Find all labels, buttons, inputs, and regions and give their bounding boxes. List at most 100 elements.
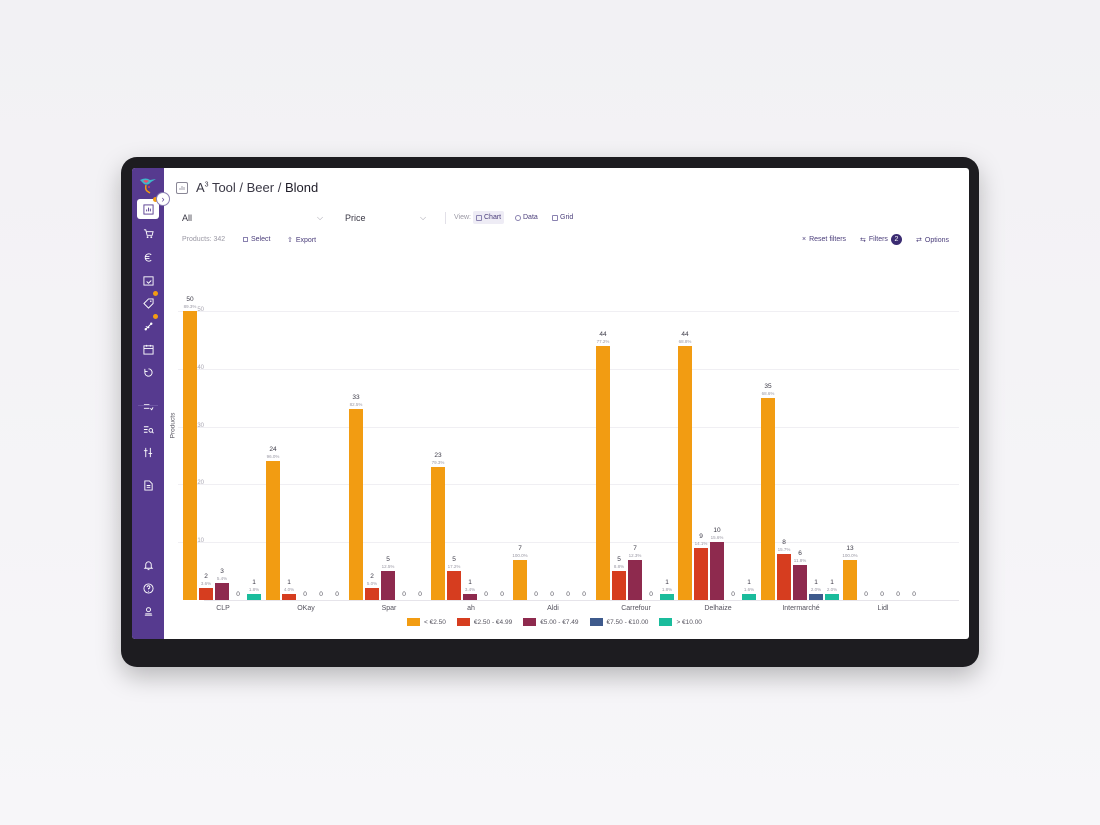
checkbox-icon: [243, 237, 248, 242]
legend-item[interactable]: < €2.50: [407, 618, 446, 626]
bar-percent-label: 15.7%: [777, 546, 791, 552]
sidebar-item-dashboard[interactable]: [137, 197, 159, 219]
bar-value-label: 5: [386, 556, 390, 564]
sidebar-item-tag[interactable]: [137, 291, 159, 313]
bar[interactable]: [381, 571, 395, 600]
legend-item[interactable]: > €10.00: [659, 618, 702, 626]
sidebar-item-network[interactable]: [137, 314, 159, 336]
bar[interactable]: [612, 571, 626, 600]
bar[interactable]: [266, 461, 280, 600]
view-chart-button[interactable]: Chart: [473, 211, 505, 224]
bar-value-label: 7: [518, 544, 522, 552]
sidebar-item-document[interactable]: [137, 475, 159, 495]
bar[interactable]: [596, 345, 610, 600]
legend-item[interactable]: €2.50 - €4.99: [456, 618, 512, 626]
export-button[interactable]: ⇧ Export: [287, 236, 317, 245]
bar[interactable]: [628, 559, 642, 600]
subbar: Products: 342 Select ⇧ Export × Reset filt…: [164, 234, 969, 248]
bar[interactable]: [777, 553, 791, 600]
bar-value-label: 1: [468, 579, 472, 587]
group-by-select[interactable]: Price ⌵: [345, 208, 430, 228]
sidebar-item-calendar[interactable]: [137, 339, 159, 359]
bar[interactable]: [463, 594, 477, 600]
divider: [445, 212, 446, 224]
bar[interactable]: [710, 542, 724, 600]
sidebar-item-compare[interactable]: [137, 442, 159, 462]
bar-value-label: 3: [220, 567, 224, 575]
reset-filters-button[interactable]: × Reset filters: [802, 236, 847, 243]
sidebar-item-cart[interactable]: [137, 223, 159, 243]
bar[interactable]: [513, 559, 527, 600]
chart-icon: [476, 214, 482, 221]
bar-percent-label: 89.3%: [183, 304, 197, 309]
sidebar-item-list-search[interactable]: [137, 419, 159, 439]
y-tick-label: 10: [197, 538, 204, 545]
sidebar-item-notifications[interactable]: [137, 555, 159, 575]
legend-item[interactable]: €7.50 - €10.00: [589, 618, 648, 626]
tablet-frame: › A3 Tool / Beer / Blond All ⌵: [121, 157, 979, 667]
select-button[interactable]: Select: [243, 236, 270, 243]
bar-percent-label: 1.8%: [248, 587, 260, 593]
x-category-label: Intermarché: [782, 605, 820, 612]
bar[interactable]: [694, 547, 708, 600]
bar-percent-label: 3.6%: [200, 581, 212, 587]
bar[interactable]: [183, 311, 197, 600]
x-category-label: Spar: [381, 605, 397, 612]
compare-icon: [143, 447, 152, 457]
bar[interactable]: [199, 588, 213, 600]
bar[interactable]: [247, 594, 261, 600]
legend-swatch: [523, 618, 537, 626]
bar-zero-label: 0: [582, 591, 586, 598]
bar[interactable]: [742, 594, 756, 600]
cart-icon: [143, 228, 154, 238]
bar[interactable]: [282, 594, 296, 600]
bar[interactable]: [825, 594, 839, 600]
sidebar-item-profile[interactable]: [137, 601, 159, 621]
gridline: [178, 426, 959, 428]
filters-button[interactable]: ⇆ Filters 2: [860, 234, 902, 245]
bar[interactable]: [809, 594, 823, 600]
bar-zero-label: 0: [550, 591, 554, 598]
bar[interactable]: [761, 397, 775, 600]
user-icon: [144, 606, 152, 616]
notification-dot: [153, 291, 158, 296]
legend-swatch: [407, 618, 420, 626]
bar-percent-label: 5.0%: [366, 581, 378, 587]
legend-item[interactable]: €5.00 - €7.49: [523, 618, 579, 626]
sidebar-item-recycle[interactable]: [137, 362, 159, 382]
bar-value-label: 24: [269, 446, 277, 454]
sidebar-item-help[interactable]: [137, 578, 159, 598]
bar[interactable]: [660, 594, 674, 600]
bar[interactable]: [447, 571, 461, 600]
x-axis-line: [204, 600, 959, 601]
bar-value-label: 13: [846, 544, 854, 552]
view-label: View:: [454, 214, 471, 221]
view-data-button[interactable]: Data: [512, 211, 541, 224]
list-search-icon: [143, 425, 154, 433]
sidebar-item-list-check[interactable]: [137, 396, 159, 416]
view-grid-button[interactable]: Grid: [549, 211, 576, 224]
chart-icon: [176, 181, 188, 194]
expand-sidebar-button[interactable]: ›: [156, 192, 170, 206]
bar[interactable]: [215, 582, 229, 600]
legend-label: < €2.50: [424, 618, 446, 626]
bar-percent-label: 2.0%: [826, 587, 838, 593]
options-button[interactable]: ⇄ Options: [916, 236, 949, 245]
bar[interactable]: [349, 409, 363, 600]
bar-value-label: 35: [764, 382, 772, 390]
x-category-label: ah: [467, 605, 475, 612]
sidebar-divider: [138, 405, 158, 406]
filter-select[interactable]: All ⌵: [182, 208, 327, 228]
bar[interactable]: [793, 565, 807, 600]
bar-value-label: 9: [699, 532, 703, 540]
bar[interactable]: [843, 559, 857, 600]
bar[interactable]: [678, 345, 692, 600]
bar-percent-label: 100.0%: [512, 552, 528, 558]
sidebar-item-euro[interactable]: [137, 247, 159, 267]
bar[interactable]: [365, 588, 379, 600]
sidebar-item-calendar-check[interactable]: [137, 270, 159, 290]
bar-percent-label: 12.5%: [381, 564, 395, 570]
list-check-icon: [143, 403, 153, 410]
bar[interactable]: [431, 467, 445, 600]
